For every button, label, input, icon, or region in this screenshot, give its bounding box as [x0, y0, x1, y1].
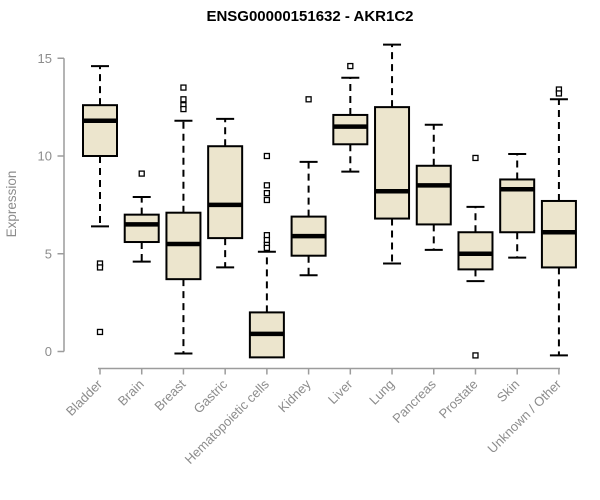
box-brain: [123, 170, 160, 263]
iqr-box: [374, 106, 411, 220]
outlier-point: [263, 196, 271, 204]
box-hematopoietic-cells: [248, 152, 285, 359]
y-tick-label: 0: [45, 344, 52, 359]
iqr-box: [457, 231, 494, 271]
outlier-point: [263, 182, 271, 189]
outlier-point: [347, 62, 354, 70]
x-category-label-unknown-other: Unknown / Other: [484, 376, 564, 456]
outlier-point: [180, 96, 187, 103]
box-unknown-other: [540, 86, 577, 357]
outlier-point: [96, 264, 104, 271]
outlier-point: [305, 96, 312, 103]
x-category-label-gastric: Gastric: [191, 376, 231, 416]
box-kidney: [290, 96, 327, 277]
x-category-label-prostate: Prostate: [436, 377, 481, 422]
iqr-box: [207, 145, 244, 240]
outlier-point: [263, 244, 271, 252]
outlier-point: [180, 84, 187, 91]
x-category-label-brain: Brain: [115, 377, 147, 409]
x-category-label-skin: Skin: [494, 377, 522, 405]
outlier-point: [180, 105, 187, 113]
x-category-label-lung: Lung: [366, 377, 397, 408]
iqr-box: [415, 164, 452, 226]
x-category-label-kidney: Kidney: [275, 376, 314, 415]
outlier-point: [138, 170, 145, 177]
y-axis-label: Expression: [4, 171, 19, 238]
outlier-point: [263, 189, 271, 197]
box-skin: [499, 153, 536, 259]
y-tick-label: 10: [38, 149, 52, 164]
x-category-label-liver: Liver: [325, 376, 356, 407]
iqr-box: [332, 113, 369, 146]
box-liver: [332, 62, 369, 173]
box-bladder: [82, 65, 118, 336]
chart-title: ENSG00000151632 - AKR1C2: [206, 8, 413, 25]
iqr-box: [123, 213, 160, 244]
box-lung: [374, 43, 411, 265]
box-pancreas: [415, 123, 452, 251]
x-category-label-pancreas: Pancreas: [389, 376, 439, 426]
outlier-point: [96, 328, 104, 336]
y-tick-label: 15: [38, 51, 52, 66]
outlier-point: [472, 352, 479, 359]
box-series: [82, 43, 577, 359]
outlier-point: [555, 90, 563, 97]
box-breast: [165, 84, 202, 355]
iqr-box: [82, 104, 118, 157]
outlier-point: [472, 154, 479, 162]
axes: 0 5 10 15: [38, 51, 560, 375]
box-gastric: [207, 117, 244, 269]
y-tick-label: 5: [45, 246, 52, 261]
x-category-label-bladder: Bladder: [63, 376, 106, 419]
outlier-point: [263, 152, 271, 160]
box-prostate: [457, 154, 494, 359]
x-category-label-breast: Breast: [151, 376, 188, 413]
